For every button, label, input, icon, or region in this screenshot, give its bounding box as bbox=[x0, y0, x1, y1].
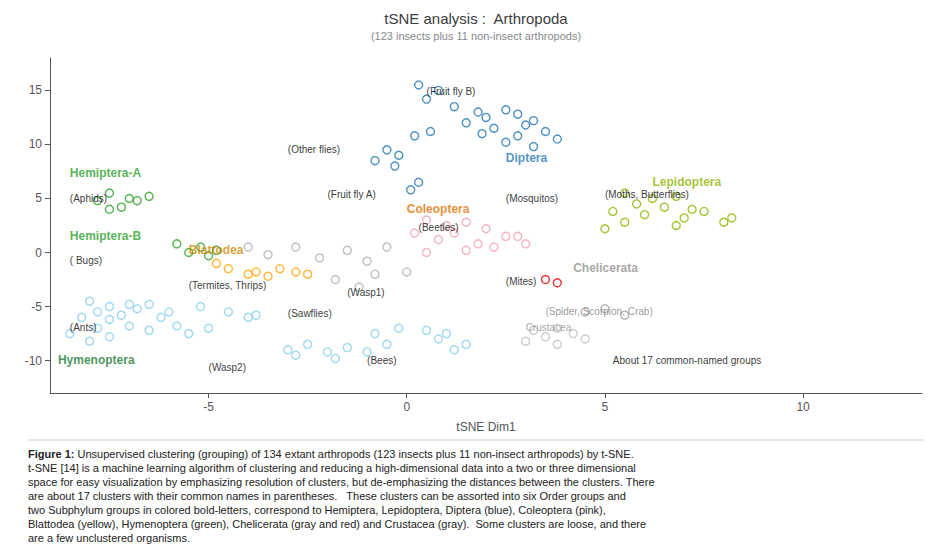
svg-text:( Bugs): ( Bugs) bbox=[70, 255, 102, 266]
svg-text:10: 10 bbox=[29, 137, 43, 151]
svg-text:Hymenoptera: Hymenoptera bbox=[58, 353, 135, 367]
svg-text:Figure 1:: Figure 1: bbox=[28, 448, 74, 460]
svg-text:Diptera: Diptera bbox=[506, 151, 548, 165]
svg-text:Coleoptera: Coleoptera bbox=[407, 202, 470, 216]
svg-text:Chelicerata: Chelicerata bbox=[573, 261, 638, 275]
svg-text:About 17 common-named groups: About 17 common-named groups bbox=[613, 355, 761, 366]
svg-text:(Other flies): (Other flies) bbox=[288, 144, 340, 155]
svg-text:-10: -10 bbox=[25, 354, 43, 368]
svg-text:(Mites): (Mites) bbox=[506, 276, 537, 287]
svg-text:(Wasp2): (Wasp2) bbox=[209, 362, 246, 373]
svg-text:(Spider, Scorpion, Crab): (Spider, Scorpion, Crab) bbox=[545, 306, 652, 317]
svg-text:tSNE analysis : Arthropoda: tSNE analysis : Arthropoda bbox=[384, 10, 568, 27]
svg-text:Blattodea (yellow), Hymenopter: Blattodea (yellow), Hymenoptera (green),… bbox=[28, 518, 646, 530]
svg-text:5: 5 bbox=[602, 400, 609, 414]
svg-text:-5: -5 bbox=[31, 300, 42, 314]
svg-text:Blattodea: Blattodea bbox=[189, 243, 244, 257]
svg-text:two Subphylum groups in colore: two Subphylum groups in colored bold-let… bbox=[28, 504, 606, 516]
svg-text:Hemiptera-A: Hemiptera-A bbox=[70, 166, 142, 180]
svg-text:5: 5 bbox=[35, 191, 42, 205]
svg-text:t-SNE [14] is a machine learni: t-SNE [14] is a machine learning algorit… bbox=[28, 462, 636, 474]
svg-text:0: 0 bbox=[35, 246, 42, 260]
svg-text:Hemiptera-B: Hemiptera-B bbox=[70, 229, 142, 243]
svg-text:(Aphids): (Aphids) bbox=[70, 193, 107, 204]
svg-text:(Beetles): (Beetles) bbox=[419, 222, 459, 233]
svg-text:(Termites, Thrips): (Termites, Thrips) bbox=[189, 280, 267, 291]
svg-text:(Mosquitos): (Mosquitos) bbox=[506, 193, 558, 204]
svg-text:Lepidoptera: Lepidoptera bbox=[652, 175, 721, 189]
svg-text:tSNE Dim1: tSNE Dim1 bbox=[456, 420, 516, 434]
svg-text:space for easy visualization b: space for easy visualization by emphasiz… bbox=[28, 476, 655, 488]
svg-text:Unsupervised clustering (group: Unsupervised clustering (grouping) of 13… bbox=[74, 448, 633, 460]
svg-text:(123 insects plus 11 non-insec: (123 insects plus 11 non-insect arthropo… bbox=[371, 30, 581, 42]
svg-text:(Fruit fly A): (Fruit fly A) bbox=[327, 189, 375, 200]
svg-text:(Fruit fly B): (Fruit fly B) bbox=[427, 86, 476, 97]
svg-text:(Sawflies): (Sawflies) bbox=[288, 308, 332, 319]
svg-text:0: 0 bbox=[403, 400, 410, 414]
svg-text:Crustacea: Crustacea bbox=[526, 322, 572, 333]
svg-text:are about 17 clusters with the: are about 17 clusters with their common … bbox=[28, 490, 626, 502]
svg-text:-5: -5 bbox=[203, 400, 214, 414]
svg-text:10: 10 bbox=[796, 400, 810, 414]
svg-text:(Ants): (Ants) bbox=[70, 322, 97, 333]
svg-text:are a few unclustered organism: are a few unclustered organisms. bbox=[28, 532, 190, 544]
svg-text:15: 15 bbox=[29, 83, 43, 97]
svg-text:(Moths, Butterflies): (Moths, Butterflies) bbox=[605, 189, 689, 200]
svg-text:(Bees): (Bees) bbox=[367, 355, 396, 366]
svg-text:(Wasp1): (Wasp1) bbox=[347, 287, 384, 298]
